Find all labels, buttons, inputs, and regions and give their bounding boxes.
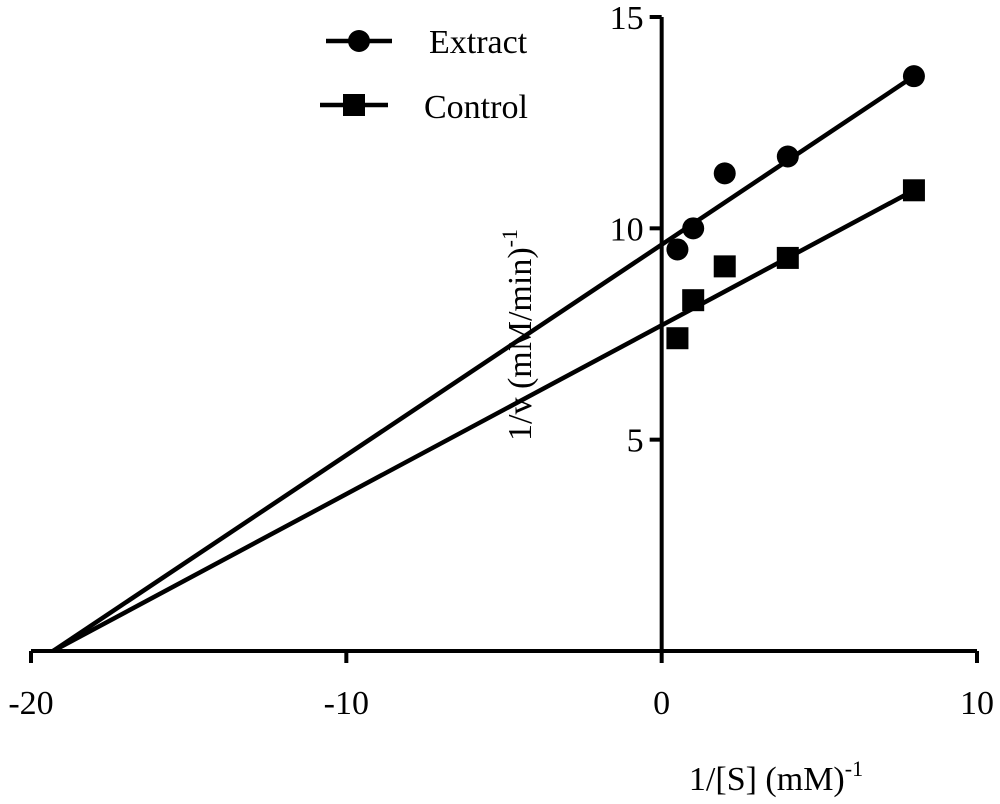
legend-marker-square: [343, 94, 365, 116]
data-point-extract: [682, 217, 705, 240]
data-point-extract: [776, 145, 799, 168]
legend-label-extract: Extract: [429, 24, 528, 61]
y-tick-label: 5: [627, 423, 644, 460]
y-axis-title-text: 1/v (mM/min): [502, 247, 539, 441]
y-axis-title-sup: -1: [497, 229, 522, 247]
x-tick-label: 10: [960, 685, 994, 722]
data-point-control: [902, 179, 925, 202]
data-point-control: [666, 327, 689, 350]
y-tick-label: 15: [610, 0, 644, 37]
data-point-extract: [666, 238, 689, 261]
fit-line-extract: [51, 74, 916, 653]
legend: Extract Control: [320, 24, 528, 126]
data-markers: [666, 65, 925, 350]
data-point-control: [713, 255, 736, 278]
y-tick-label: 10: [610, 211, 644, 248]
y-axis-title: 1/v (mM/min)-1: [497, 229, 539, 441]
legend-marker-circle: [348, 30, 370, 52]
legend-item-extract: Extract: [326, 24, 528, 61]
ticks: -20 -10 0 10 5 10 15: [8, 0, 994, 722]
data-point-extract: [713, 162, 736, 185]
x-tick-label: -20: [8, 685, 53, 722]
x-axis-title: 1/[S] (mM)-1: [689, 756, 863, 798]
data-point-extract: [902, 65, 925, 88]
x-axis-title-sup: -1: [845, 756, 863, 781]
data-point-control: [682, 289, 705, 312]
axes: [31, 17, 977, 653]
fit-lines: [51, 74, 916, 653]
x-tick-label: -10: [324, 685, 369, 722]
x-tick-label: 0: [653, 685, 670, 722]
data-point-control: [776, 246, 799, 269]
fit-line-control: [52, 188, 915, 653]
legend-label-control: Control: [424, 89, 528, 126]
x-axis-title-text: 1/[S] (mM): [689, 761, 845, 798]
legend-item-control: Control: [320, 89, 528, 126]
